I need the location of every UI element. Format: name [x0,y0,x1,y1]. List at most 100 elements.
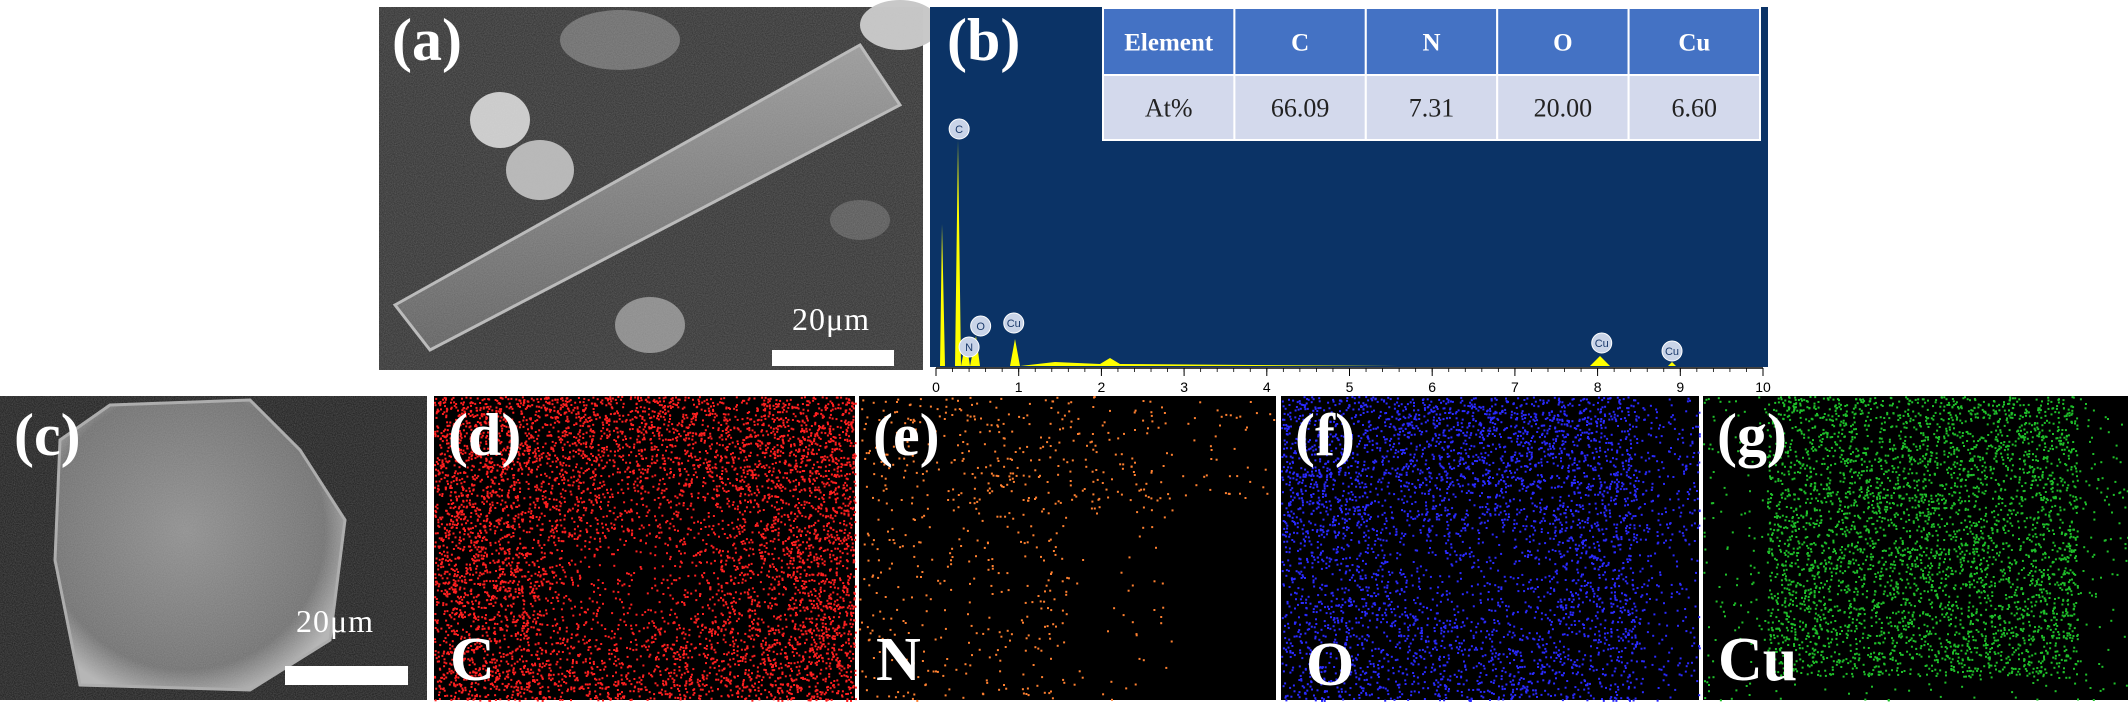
map-dot [755,435,757,437]
map-dot [630,509,632,511]
map-dot [667,410,669,412]
map-dot [813,559,815,561]
map-dot [831,474,833,476]
map-dot [585,446,587,448]
map-dot [564,531,566,533]
map-dot [454,696,456,698]
map-dot [445,604,447,606]
map-dot [846,615,848,617]
map-dot [536,679,538,681]
map-dot [693,424,695,426]
map-dot [505,501,507,503]
map-dot [568,536,570,538]
map-dot [517,661,519,663]
map-dot [443,678,445,680]
map-dot [716,475,718,477]
map-dot [437,485,439,487]
map-dot [518,581,520,583]
map-dot [532,588,534,590]
map-dot [446,624,448,626]
map-dot [637,485,639,487]
map-dot [806,674,808,676]
map-dot [750,638,752,640]
map-dot [796,547,798,549]
map-dot [461,599,463,601]
map-dot [816,627,818,629]
map-dot [829,428,831,430]
map-dot [849,440,851,442]
map-dot [682,416,684,418]
map-dot [566,641,568,643]
map-dot [800,661,802,663]
map-dot [589,658,591,660]
map-dot [561,479,563,481]
map-dot [619,512,621,514]
map-dot [484,591,486,593]
map-dot [645,542,647,544]
map-dot [736,526,738,528]
map-dot [630,398,632,400]
map-dot [687,474,689,476]
map-dot [753,655,755,657]
map-dot [594,405,596,407]
map-dot [753,619,755,621]
map-dot [664,490,666,492]
map-dot [550,637,552,639]
map-dot [766,464,768,466]
map-dot [841,645,843,647]
map-dot [721,457,723,459]
map-dot [614,451,616,453]
map-dot [729,666,731,668]
map-dot [569,532,571,534]
map-dot [705,450,707,452]
map-dot [830,621,832,623]
map-dot [773,468,775,470]
map-dot [822,643,824,645]
map-dot [528,453,530,455]
map-dot [847,667,849,669]
map-dot [823,476,825,478]
map-dot [766,542,768,544]
map-dot [524,665,526,667]
map-dot [673,513,675,515]
map-dot [850,645,852,647]
map-dot [791,548,793,550]
map-dot [640,480,642,482]
map-dot [754,613,756,615]
map-dot [674,565,676,567]
map-dot [648,524,650,526]
map-dot [540,407,542,409]
map-dot [742,683,744,685]
map-dot [723,397,725,399]
map-dot [440,628,442,630]
map-dot [833,680,835,682]
map-dot [823,494,825,496]
map-dot [628,593,630,595]
map-dot [613,430,615,432]
map-dot [560,525,562,527]
map-dot [530,626,532,628]
map-dot [782,486,784,488]
map-dot [747,566,749,568]
map-dot [457,574,459,576]
map-dot [619,415,621,417]
map-dot [646,506,648,508]
map-dot [501,517,503,519]
map-dot [765,637,767,639]
map-dot [542,557,544,559]
map-dot [819,638,821,640]
map-dot [540,474,542,476]
map-dot [463,588,465,590]
map-dot [794,518,796,520]
map-dot [522,520,524,522]
map-dot [758,506,760,508]
map-dot [663,423,665,425]
map-dot [534,618,536,620]
map-dot [616,410,618,412]
map-dot [597,398,599,400]
map-dot [810,621,812,623]
map-dot [521,686,523,688]
map-dot [839,632,841,634]
map-dot [713,488,715,490]
map-dot [782,541,784,543]
